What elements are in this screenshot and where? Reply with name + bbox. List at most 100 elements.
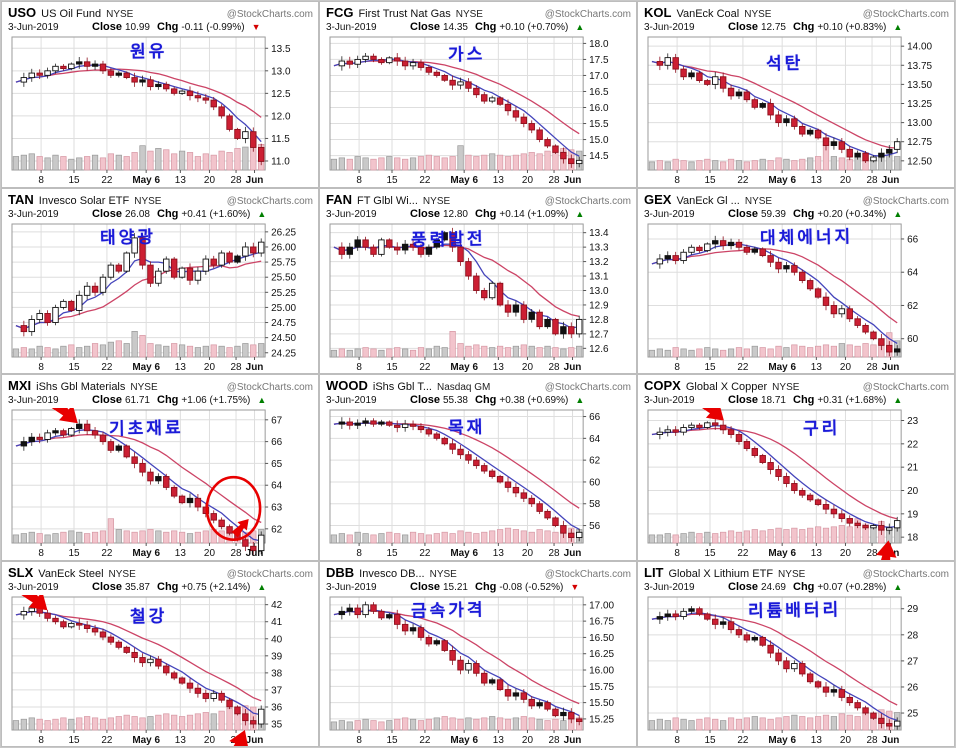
volume-bars [648,518,901,544]
chart-panel-kol: KOL VanEck Coal NYSE @StockCharts.com 3-… [637,1,955,188]
ticker-symbol: DBB [326,564,355,580]
svg-text:May 6: May 6 [768,734,796,745]
red-arrow-annotation [47,408,78,424]
chg-label: Chg [157,580,179,593]
close-value: 10.99 [124,22,150,33]
quote-row: 3-Jun-2019 Close 35.87 Chg +0.75 (+2.14%… [8,581,313,594]
fund-name: First Trust Nat Gas [358,8,451,20]
chart-header: KOL VanEck Coal NYSE @StockCharts.com [644,5,949,20]
candlesticks [20,57,265,166]
volume-bars [330,330,583,357]
svg-text:Jun: Jun [564,175,582,186]
close-value: 26.08 [124,208,150,220]
svg-text:20: 20 [204,175,216,186]
price-chart-svg: 17.00 16.75 16.50 16.25 16.00 15.75 15.50 15.25… [329,596,614,746]
ticker-symbol: TAN [8,191,34,207]
svg-text:13: 13 [493,175,505,186]
chg-value: +1.06 (+1.75%) [181,395,251,406]
svg-text:23: 23 [907,416,919,427]
svg-text:15: 15 [68,734,80,745]
ticker-symbol: KOL [644,5,672,20]
fund-name: Global X Lithium ETF [668,567,774,580]
y-axis: 66 64 62 60 58 56 [583,412,601,532]
price-chart-svg: 18.0 17.5 17.0 16.5 16.0 15.5 15.0 14.5 8 15 22 May… [329,36,609,186]
svg-text:12.7: 12.7 [589,329,609,340]
chart-header: COPX Global X Copper NYSE @StockCharts.c… [644,378,949,393]
quote-date: 3-Jun-2019 [8,581,59,593]
svg-text:8: 8 [38,548,44,559]
y-axis: 66 64 62 60 [901,234,919,345]
svg-text:12.75: 12.75 [907,137,932,148]
chart-header: LIT Global X Lithium ETF NYSE @StockChar… [644,565,949,580]
chart-header: TAN Invesco Solar ETF NYSE @StockCharts.… [8,192,313,207]
exchange-label: Nasdaq GM [437,382,491,393]
svg-text:20: 20 [522,548,534,559]
svg-text:13: 13 [175,175,187,186]
plot-border [647,409,902,544]
stockcharts-watermark: @StockCharts.com [226,382,313,393]
svg-text:63: 63 [271,503,283,514]
svg-text:22: 22 [101,734,113,745]
close-label: Close [728,580,758,593]
svg-text:8: 8 [356,734,362,745]
svg-text:20: 20 [522,734,534,745]
red-arrow-annotation [17,594,48,610]
fund-name: VanEck Coal [676,8,740,20]
stockcharts-watermark: @StockCharts.com [544,382,631,393]
chg-value: +0.41 (+1.60%) [181,208,251,220]
candlesticks [20,232,265,336]
svg-text:62: 62 [907,300,919,311]
svg-text:26.25: 26.25 [271,227,296,238]
svg-text:42: 42 [271,600,283,611]
svg-text:24.25: 24.25 [271,348,296,359]
quote-row: 3-Jun-2019 Close 18.71 Chg +0.31 (+1.68%… [644,394,949,407]
chg-value: +0.31 (+1.68%) [817,395,887,406]
y-axis: 42 41 40 39 38 37 36 35 [265,600,283,730]
ticker-symbol: USO [8,5,37,20]
stockcharts-watermark: @StockCharts.com [226,9,313,20]
svg-text:24.50: 24.50 [271,333,296,344]
svg-text:May 6: May 6 [768,548,796,559]
svg-text:25.75: 25.75 [271,257,296,268]
chart-header: GEX VanEck Gl ... NYSE @StockCharts.com [644,192,949,207]
exchange-label: NYSE [106,9,134,20]
quote-row: 3-Jun-2019 Close 15.21 Chg -0.08 (-0.52%… [326,581,631,594]
close-label: Close [92,21,122,33]
chart-panel-lit: LIT Global X Lithium ETF NYSE @StockChar… [637,560,955,747]
svg-text:28: 28 [867,175,879,186]
svg-text:13.1: 13.1 [589,271,609,282]
svg-text:Jun: Jun [882,361,900,372]
svg-text:22: 22 [737,361,749,372]
quote-date: 3-Jun-2019 [326,581,377,593]
price-chart: 태양광 26.25 26.00 25.75 25.50 25.25 25.00 24.75 2… [8,222,313,374]
svg-text:13: 13 [811,734,823,745]
moving-average-lines [15,429,262,542]
plot-border [329,36,584,171]
red-arrow-annotation [876,540,897,560]
close-label: Close [92,580,122,593]
moving-average-lines [651,60,898,157]
svg-text:39: 39 [271,651,283,662]
y-axis: 13.4 13.3 13.2 13.1 13.0 12.9 12.8 12.7 12.6 [583,228,609,354]
chg-value: +0.38 (+0.69%) [499,395,569,406]
price-chart: 기초재료 67 66 65 64 63 62 8 15 22 May 6 13 20 28 Jun [8,408,313,560]
exchange-label: NYSE [134,195,162,207]
ticker-symbol: FCG [326,5,354,20]
chg-label: Chg [157,394,179,406]
change-direction-icon: ▲ [257,581,267,592]
chg-label: Chg [793,21,815,33]
svg-text:15.50: 15.50 [589,698,614,709]
svg-text:12.50: 12.50 [907,156,932,167]
change-direction-icon: ▲ [893,208,903,219]
svg-text:May 6: May 6 [132,548,160,559]
gridlines [11,410,266,543]
svg-text:13: 13 [811,175,823,186]
candlesticks [338,601,583,725]
svg-text:16.00: 16.00 [589,665,614,676]
svg-text:25.00: 25.00 [271,302,296,313]
svg-text:11.5: 11.5 [271,134,290,145]
svg-text:22: 22 [737,175,749,186]
stockcharts-watermark: @StockCharts.com [226,568,313,580]
quote-row: 3-Jun-2019 Close 14.35 Chg +0.10 (+0.70%… [326,21,631,34]
